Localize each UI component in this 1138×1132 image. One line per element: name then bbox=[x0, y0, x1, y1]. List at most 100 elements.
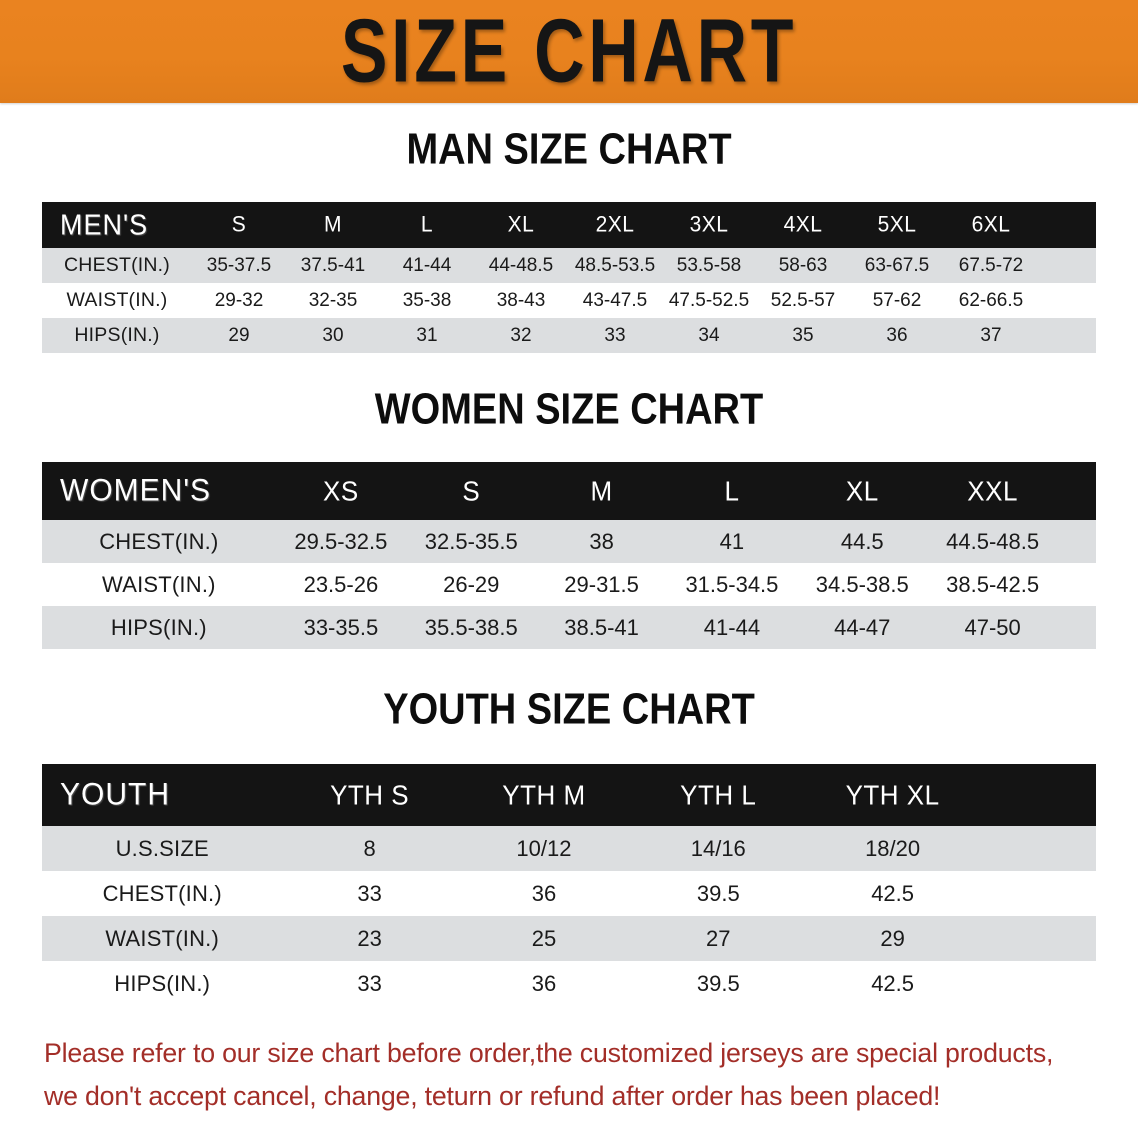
women-col-header-xxl: XXL bbox=[967, 474, 1018, 507]
women-cell-hips-xs: 33-35.5 bbox=[303, 614, 379, 640]
women-col-header-m: M bbox=[590, 474, 613, 507]
table-row: WAIST(IN.) 29-32 32-35 35-38 38-43 43-47… bbox=[42, 283, 1096, 318]
man-cell-chest-l: 41-44 bbox=[402, 254, 452, 276]
man-col-header-5xl: 5XL bbox=[877, 212, 917, 237]
youth-row-label-hips: HIPS(IN.) bbox=[114, 970, 211, 996]
man-cell-chest-s: 35-37.5 bbox=[206, 254, 272, 276]
youth-row-spacer bbox=[980, 916, 1096, 961]
disclaimer-line-1: Please refer to our size chart before or… bbox=[44, 1038, 1054, 1068]
man-cell-waist-5xl: 57-62 bbox=[872, 289, 922, 311]
women-col-header-xl: XL bbox=[845, 474, 879, 507]
youth-table-wrapper: YOUTH YTH S YTH M YTH L YTH XL U.S.SIZE … bbox=[42, 764, 1096, 1006]
page-title: SIZE CHART bbox=[340, 0, 798, 102]
man-cell-chest-6xl: 67.5-72 bbox=[958, 254, 1024, 276]
man-cell-hips-2xl: 33 bbox=[604, 324, 626, 346]
table-row: CHEST(IN.) 29.5-32.5 32.5-35.5 38 41 44.… bbox=[42, 520, 1096, 563]
youth-header-row: YOUTH YTH S YTH M YTH L YTH XL bbox=[42, 764, 1096, 826]
man-cell-waist-xl: 38-43 bbox=[496, 289, 546, 311]
table-row: CHEST(IN.) 33 36 39.5 42.5 bbox=[42, 871, 1096, 916]
man-col-header-xl: XL bbox=[507, 212, 535, 237]
youth-col-header-yth-xl: YTH XL bbox=[845, 778, 940, 811]
youth-cell-hips-xl: 42.5 bbox=[871, 970, 915, 996]
women-header-row: WOMEN'S XS S M L XL XXL bbox=[42, 462, 1096, 520]
table-row: HIPS(IN.) 29 30 31 32 33 34 35 36 37 bbox=[42, 318, 1096, 353]
women-row-spacer bbox=[1058, 563, 1096, 606]
table-row: WAIST(IN.) 23 25 27 29 bbox=[42, 916, 1096, 961]
man-row-label-hips: HIPS(IN.) bbox=[74, 324, 160, 346]
women-table-wrapper: WOMEN'S XS S M L XL XXL CHEST(IN.) 29.5-… bbox=[42, 462, 1096, 649]
table-row: HIPS(IN.) 33 36 39.5 42.5 bbox=[42, 961, 1096, 1006]
man-header-row: MEN'S S M L XL 2XL 3XL 4XL 5XL 6XL bbox=[42, 202, 1096, 248]
man-cell-chest-4xl: 58-63 bbox=[778, 254, 828, 276]
women-row-spacer bbox=[1058, 520, 1096, 563]
youth-cell-waist-xl: 29 bbox=[880, 925, 905, 951]
youth-row-label-waist: WAIST(IN.) bbox=[105, 925, 220, 951]
women-cell-chest-xl: 44.5 bbox=[840, 528, 884, 554]
youth-cell-ussize-xl: 18/20 bbox=[865, 835, 921, 861]
man-cell-waist-2xl: 43-47.5 bbox=[582, 289, 648, 311]
man-header-spacer bbox=[1038, 201, 1096, 249]
youth-col-header-yth-m: YTH M bbox=[502, 778, 586, 811]
women-cell-chest-xxl: 44.5-48.5 bbox=[946, 528, 1040, 554]
women-section-title: WOMEN SIZE CHART bbox=[374, 385, 764, 434]
man-cell-hips-6xl: 37 bbox=[980, 324, 1002, 346]
man-cell-waist-s: 29-32 bbox=[214, 289, 264, 311]
man-cell-chest-5xl: 63-67.5 bbox=[864, 254, 930, 276]
women-cell-hips-m: 38.5-41 bbox=[564, 614, 639, 640]
man-col-header-6xl: 6XL bbox=[971, 212, 1011, 237]
disclaimer-text: Please refer to our size chart before or… bbox=[44, 1032, 1087, 1117]
women-cell-chest-s: 32.5-35.5 bbox=[424, 528, 518, 554]
women-cell-chest-m: 38 bbox=[589, 528, 614, 554]
women-row-spacer bbox=[1058, 606, 1096, 649]
man-row-label-chest: CHEST(IN.) bbox=[64, 254, 170, 276]
women-cell-waist-m: 29-31.5 bbox=[564, 571, 639, 597]
man-cell-waist-3xl: 47.5-52.5 bbox=[668, 289, 750, 311]
youth-cell-chest-s: 33 bbox=[357, 880, 382, 906]
man-cell-hips-5xl: 36 bbox=[886, 324, 908, 346]
youth-cell-chest-l: 39.5 bbox=[696, 880, 740, 906]
man-cell-chest-2xl: 48.5-53.5 bbox=[574, 254, 656, 276]
man-cell-chest-m: 37.5-41 bbox=[300, 254, 366, 276]
women-col-header-l: L bbox=[724, 474, 740, 507]
women-cell-waist-xxl: 38.5-42.5 bbox=[946, 571, 1040, 597]
man-row-label-waist: WAIST(IN.) bbox=[66, 289, 168, 311]
man-table-wrapper: MEN'S S M L XL 2XL 3XL 4XL 5XL 6XL CHEST… bbox=[42, 202, 1096, 353]
man-col-header-3xl: 3XL bbox=[689, 212, 729, 237]
man-cell-waist-l: 35-38 bbox=[402, 289, 452, 311]
man-section-title: MAN SIZE CHART bbox=[406, 125, 732, 174]
man-size-table: MEN'S S M L XL 2XL 3XL 4XL 5XL 6XL CHEST… bbox=[42, 202, 1096, 353]
women-header-spacer bbox=[1058, 461, 1096, 522]
youth-corner-label: YOUTH bbox=[60, 777, 170, 812]
man-cell-waist-m: 32-35 bbox=[308, 289, 358, 311]
youth-cell-waist-l: 27 bbox=[706, 925, 731, 951]
youth-col-header-yth-s: YTH S bbox=[330, 778, 410, 811]
man-col-header-2xl: 2XL bbox=[595, 212, 635, 237]
youth-row-label-chest: CHEST(IN.) bbox=[102, 880, 222, 906]
youth-row-spacer bbox=[980, 871, 1096, 916]
women-col-header-s: S bbox=[462, 474, 481, 507]
women-cell-hips-xl: 44-47 bbox=[834, 614, 891, 640]
youth-header-spacer bbox=[980, 762, 1096, 827]
table-row: HIPS(IN.) 33-35.5 35.5-38.5 38.5-41 41-4… bbox=[42, 606, 1096, 649]
women-cell-hips-l: 41-44 bbox=[703, 614, 761, 640]
women-cell-waist-s: 26-29 bbox=[443, 571, 500, 597]
man-row-spacer bbox=[1038, 248, 1096, 283]
youth-row-label-us-size: U.S.SIZE bbox=[115, 835, 209, 861]
youth-cell-waist-m: 25 bbox=[531, 925, 557, 951]
women-cell-chest-l: 41 bbox=[719, 528, 745, 554]
women-cell-chest-xs: 29.5-32.5 bbox=[294, 528, 388, 554]
man-row-spacer bbox=[1038, 318, 1096, 353]
table-row: U.S.SIZE 8 10/12 14/16 18/20 bbox=[42, 826, 1096, 871]
man-cell-waist-6xl: 62-66.5 bbox=[958, 289, 1024, 311]
youth-cell-hips-s: 33 bbox=[357, 970, 382, 996]
man-col-header-4xl: 4XL bbox=[783, 212, 823, 237]
women-col-header-xs: XS bbox=[323, 474, 359, 507]
youth-cell-chest-m: 36 bbox=[531, 880, 557, 906]
women-cell-hips-xxl: 47-50 bbox=[964, 614, 1021, 640]
youth-row-spacer bbox=[980, 961, 1096, 1006]
youth-cell-ussize-l: 14/16 bbox=[690, 835, 746, 861]
women-row-label-chest: CHEST(IN.) bbox=[99, 528, 219, 554]
women-cell-waist-xl: 34.5-38.5 bbox=[815, 571, 909, 597]
header-banner: SIZE CHART bbox=[0, 0, 1138, 103]
youth-section-title: YOUTH SIZE CHART bbox=[383, 685, 755, 734]
